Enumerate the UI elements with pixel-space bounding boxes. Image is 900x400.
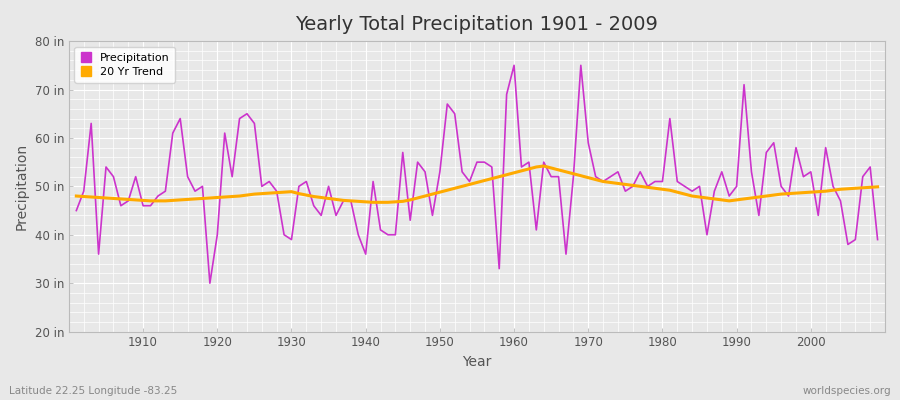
Precipitation [130,174,141,179]
20 Yr Trend [872,184,883,189]
Precipitation [204,281,215,286]
Precipitation [524,160,535,164]
Precipitation [71,208,82,213]
Precipitation [516,164,526,169]
20 Yr Trend [613,181,624,186]
20 Yr Trend [71,194,82,198]
Y-axis label: Precipitation: Precipitation [15,143,29,230]
Precipitation [346,198,356,203]
20 Yr Trend [538,164,549,168]
Precipitation [872,237,883,242]
Text: Latitude 22.25 Longitude -83.25: Latitude 22.25 Longitude -83.25 [9,386,177,396]
20 Yr Trend [508,170,519,175]
Text: worldspecies.org: worldspecies.org [803,386,891,396]
Line: 20 Yr Trend: 20 Yr Trend [76,166,878,202]
Title: Yearly Total Precipitation 1901 - 2009: Yearly Total Precipitation 1901 - 2009 [295,15,659,34]
Precipitation [301,179,311,184]
20 Yr Trend [338,198,349,203]
Legend: Precipitation, 20 Yr Trend: Precipitation, 20 Yr Trend [75,47,176,83]
20 Yr Trend [130,198,141,202]
Precipitation [613,170,624,174]
Line: Precipitation: Precipitation [76,65,878,283]
20 Yr Trend [293,191,304,196]
X-axis label: Year: Year [463,355,491,369]
Precipitation [508,63,519,68]
20 Yr Trend [516,168,526,173]
20 Yr Trend [368,200,379,205]
